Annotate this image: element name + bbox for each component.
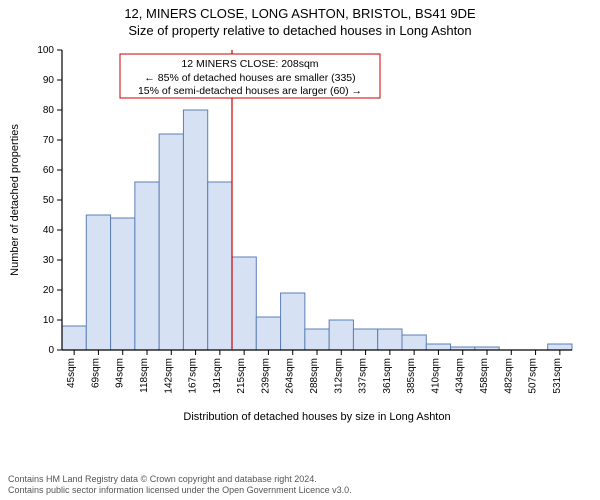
annotation-line2: ← 85% of detached houses are smaller (33… [144, 72, 355, 84]
annotation-line1: 12 MINERS CLOSE: 208sqm [181, 58, 318, 70]
annotation-line3: 15% of semi-detached houses are larger (… [138, 85, 362, 97]
svg-text:30: 30 [43, 255, 55, 266]
histogram-bar [426, 344, 450, 350]
svg-text:0: 0 [48, 345, 54, 356]
svg-text:239sqm: 239sqm [260, 358, 271, 394]
svg-text:458sqm: 458sqm [479, 358, 490, 394]
svg-text:482sqm: 482sqm [503, 358, 514, 394]
histogram-bar [256, 317, 280, 350]
svg-text:40: 40 [43, 225, 55, 236]
svg-text:70: 70 [43, 135, 55, 146]
footer-line1: Contains HM Land Registry data © Crown c… [8, 474, 352, 485]
svg-text:10: 10 [43, 315, 55, 326]
histogram-bar [111, 218, 135, 350]
footer-attribution: Contains HM Land Registry data © Crown c… [8, 474, 352, 496]
svg-text:60: 60 [43, 165, 55, 176]
histogram-bar [86, 215, 110, 350]
svg-text:264sqm: 264sqm [285, 358, 296, 394]
svg-text:50: 50 [43, 195, 55, 206]
histogram-bar [62, 326, 86, 350]
histogram-bar [402, 335, 426, 350]
svg-text:20: 20 [43, 285, 55, 296]
svg-text:385sqm: 385sqm [406, 358, 417, 394]
histogram-bar [232, 257, 256, 350]
histogram-bar [353, 329, 377, 350]
svg-text:191sqm: 191sqm [212, 358, 223, 394]
histogram-bar [183, 110, 207, 350]
footer-line2: Contains public sector information licen… [8, 485, 352, 496]
page-title-line1: 12, MINERS CLOSE, LONG ASHTON, BRISTOL, … [0, 6, 600, 23]
histogram-bar [135, 182, 159, 350]
svg-text:410sqm: 410sqm [430, 358, 441, 394]
histogram-bar [305, 329, 329, 350]
histogram-bar [548, 344, 572, 350]
svg-text:94sqm: 94sqm [115, 358, 126, 388]
svg-text:337sqm: 337sqm [358, 358, 369, 394]
x-axis-label: Distribution of detached houses by size … [183, 411, 450, 423]
svg-text:80: 80 [43, 105, 55, 116]
svg-text:69sqm: 69sqm [90, 358, 101, 388]
svg-text:45sqm: 45sqm [66, 358, 77, 388]
svg-text:118sqm: 118sqm [139, 358, 150, 393]
svg-text:312sqm: 312sqm [333, 358, 344, 394]
svg-text:90: 90 [43, 75, 55, 86]
histogram-bar [281, 293, 305, 350]
svg-text:142sqm: 142sqm [163, 358, 174, 394]
svg-text:167sqm: 167sqm [188, 358, 199, 394]
histogram-bar [159, 134, 183, 350]
svg-text:507sqm: 507sqm [528, 358, 539, 394]
page-title-line2: Size of property relative to detached ho… [0, 23, 600, 40]
histogram-bar [378, 329, 402, 350]
svg-text:361sqm: 361sqm [382, 358, 393, 394]
histogram-bar [208, 182, 232, 350]
histogram-bar [329, 320, 353, 350]
y-axis-label: Number of detached properties [9, 124, 21, 276]
histogram-chart: 0 10 20 30 40 50 60 70 80 90 100 45sqm 69sqm 94sqm 118… [0, 42, 600, 472]
svg-text:434sqm: 434sqm [455, 358, 466, 394]
svg-text:100: 100 [37, 45, 54, 56]
svg-text:215sqm: 215sqm [236, 358, 247, 394]
svg-text:531sqm: 531sqm [552, 358, 563, 394]
svg-text:288sqm: 288sqm [309, 358, 320, 394]
